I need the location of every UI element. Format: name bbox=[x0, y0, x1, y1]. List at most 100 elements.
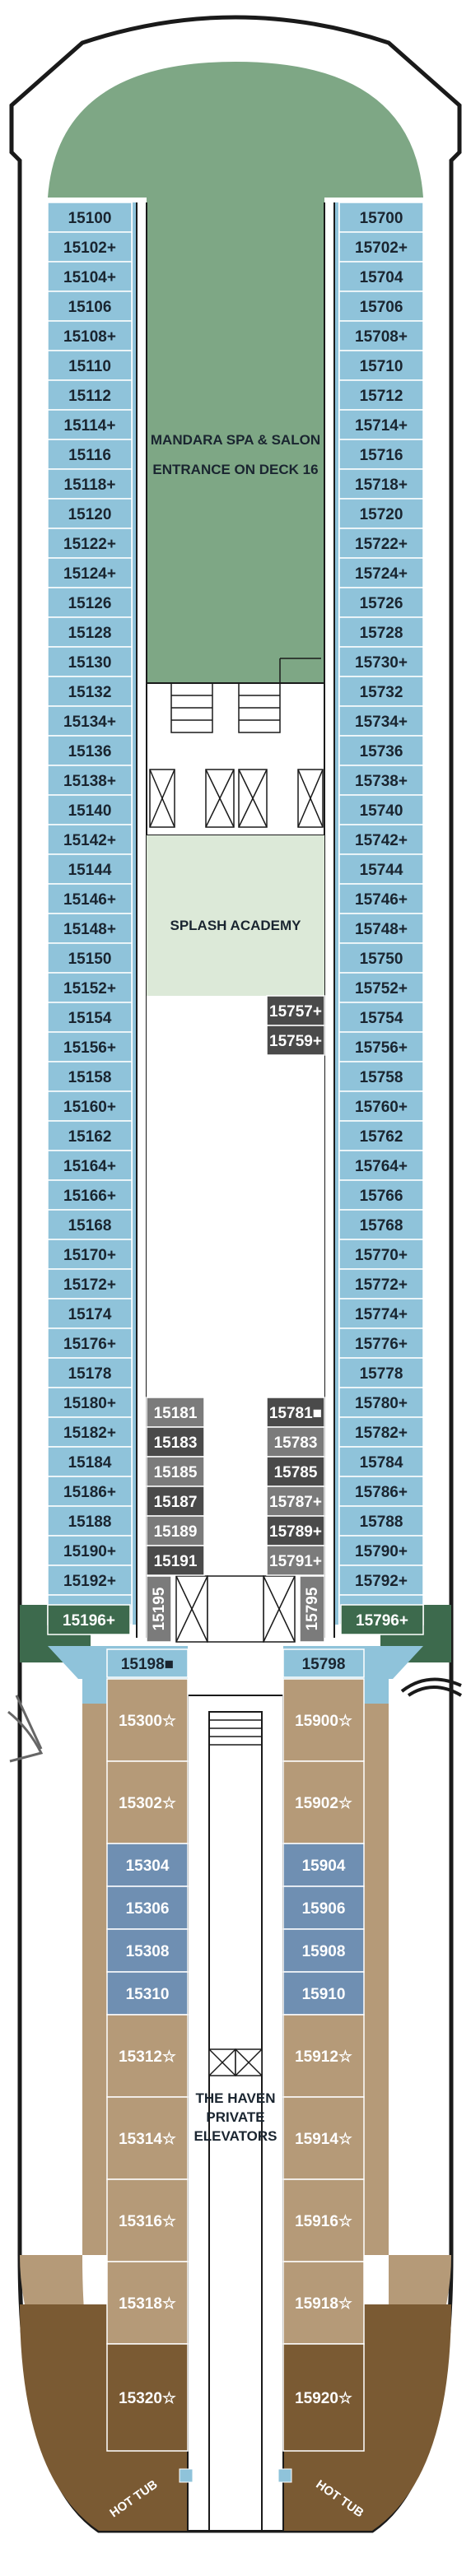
inner-cabin-left[interactable]: 15189 bbox=[146, 1515, 205, 1546]
haven-cabin-right[interactable]: 15904 bbox=[282, 1843, 365, 1887]
haven-cabin-left[interactable]: 15318☆ bbox=[106, 2261, 189, 2345]
starboard-cabin[interactable]: 15760+ bbox=[338, 1090, 424, 1122]
port-cabin[interactable]: 15104+ bbox=[47, 261, 133, 292]
starboard-cabin[interactable]: 15786+ bbox=[338, 1476, 424, 1507]
port-cabin[interactable]: 15100 bbox=[47, 202, 133, 233]
port-cabin[interactable]: 15144 bbox=[47, 853, 133, 885]
starboard-cabin[interactable]: 15712 bbox=[338, 379, 424, 411]
port-cabin[interactable]: 15116 bbox=[47, 439, 133, 470]
port-cabin[interactable]: 15112 bbox=[47, 379, 133, 411]
port-cabin[interactable]: 15114+ bbox=[47, 409, 133, 440]
port-cabin[interactable]: 15166+ bbox=[47, 1179, 133, 1211]
port-cabin[interactable]: 15182+ bbox=[47, 1416, 133, 1448]
haven-cabin-right[interactable]: 15912☆ bbox=[282, 2014, 365, 2098]
starboard-cabin[interactable]: 15770+ bbox=[338, 1239, 424, 1270]
corner-cabin-left[interactable]: 15196+ bbox=[47, 1604, 131, 1635]
inner-cabin-top-right[interactable]: 15757+ bbox=[266, 995, 325, 1026]
starboard-cabin[interactable]: 15776+ bbox=[338, 1328, 424, 1359]
inner-cabin-right[interactable]: 15785 bbox=[266, 1456, 325, 1487]
port-cabin[interactable]: 15128 bbox=[47, 616, 133, 648]
aft-cabin-top-left[interactable]: 15198■ bbox=[106, 1648, 189, 1678]
port-cabin[interactable]: 15178 bbox=[47, 1357, 133, 1388]
haven-cabin-right[interactable]: 15918☆ bbox=[282, 2261, 365, 2345]
port-cabin[interactable]: 15132 bbox=[47, 676, 133, 707]
inner-cabin-right[interactable]: 15789+ bbox=[266, 1515, 325, 1546]
haven-cabin-right[interactable]: 15916☆ bbox=[282, 2178, 365, 2262]
starboard-cabin[interactable]: 15730+ bbox=[338, 646, 424, 677]
port-cabin[interactable]: 15160+ bbox=[47, 1090, 133, 1122]
starboard-cabin[interactable]: 15754 bbox=[338, 1002, 424, 1033]
haven-cabin-right[interactable]: 15908 bbox=[282, 1928, 365, 1973]
starboard-cabin[interactable]: 15750 bbox=[338, 942, 424, 974]
starboard-cabin[interactable]: 15746+ bbox=[338, 883, 424, 914]
starboard-cabin[interactable]: 15718+ bbox=[338, 468, 424, 500]
haven-cabin-left[interactable]: 15310 bbox=[106, 1971, 189, 2016]
haven-cabin-right[interactable]: 15902☆ bbox=[282, 1760, 365, 1844]
haven-cabin-left[interactable]: 15308 bbox=[106, 1928, 189, 1973]
starboard-cabin[interactable]: 15764+ bbox=[338, 1150, 424, 1181]
haven-cabin-left[interactable]: 15314☆ bbox=[106, 2096, 189, 2180]
port-cabin[interactable]: 15190+ bbox=[47, 1535, 133, 1566]
starboard-cabin[interactable]: 15728 bbox=[338, 616, 424, 648]
port-cabin[interactable]: 15122+ bbox=[47, 528, 133, 559]
starboard-cabin[interactable]: 15716 bbox=[338, 439, 424, 470]
port-cabin[interactable]: 15124+ bbox=[47, 557, 133, 588]
starboard-cabin[interactable]: 15736 bbox=[338, 735, 424, 766]
port-cabin[interactable]: 15126 bbox=[47, 587, 133, 618]
starboard-cabin[interactable]: 15762 bbox=[338, 1120, 424, 1151]
port-cabin[interactable]: 15106 bbox=[47, 291, 133, 322]
haven-cabin-left[interactable]: 15300☆ bbox=[106, 1678, 189, 1762]
port-cabin[interactable]: 15158 bbox=[47, 1061, 133, 1092]
haven-cabin-left[interactable]: 15312☆ bbox=[106, 2014, 189, 2098]
port-cabin[interactable]: 15108+ bbox=[47, 320, 133, 351]
port-cabin[interactable]: 15156+ bbox=[47, 1031, 133, 1062]
starboard-cabin[interactable]: 15782+ bbox=[338, 1416, 424, 1448]
starboard-cabin[interactable]: 15734+ bbox=[338, 705, 424, 737]
starboard-cabin[interactable]: 15756+ bbox=[338, 1031, 424, 1062]
starboard-cabin[interactable]: 15700 bbox=[338, 202, 424, 233]
port-cabin[interactable]: 15110 bbox=[47, 350, 133, 381]
starboard-cabin[interactable]: 15732 bbox=[338, 676, 424, 707]
port-cabin[interactable]: 15168 bbox=[47, 1209, 133, 1240]
starboard-cabin[interactable]: 15784 bbox=[338, 1446, 424, 1477]
inner-cabin-right[interactable]: 15787+ bbox=[266, 1486, 325, 1517]
starboard-cabin[interactable]: 15774+ bbox=[338, 1298, 424, 1329]
starboard-cabin[interactable]: 15720 bbox=[338, 498, 424, 529]
inner-cabin-left[interactable]: 15187 bbox=[146, 1486, 205, 1517]
inner-cabin-left[interactable]: 15181 bbox=[146, 1397, 205, 1428]
haven-cabin-left[interactable]: 15302☆ bbox=[106, 1760, 189, 1844]
starboard-cabin[interactable]: 15768 bbox=[338, 1209, 424, 1240]
aft-cabin-top-right[interactable]: 15798 bbox=[282, 1648, 365, 1678]
haven-cabin-left[interactable]: 15316☆ bbox=[106, 2178, 189, 2262]
port-cabin[interactable]: 15102+ bbox=[47, 231, 133, 263]
starboard-cabin[interactable]: 15726 bbox=[338, 587, 424, 618]
port-cabin[interactable]: 15120 bbox=[47, 498, 133, 529]
starboard-cabin[interactable]: 15778 bbox=[338, 1357, 424, 1388]
haven-cabin-right[interactable]: 15910 bbox=[282, 1971, 365, 2016]
port-cabin[interactable]: 15172+ bbox=[47, 1268, 133, 1300]
port-cabin[interactable]: 15152+ bbox=[47, 972, 133, 1003]
inner-cabin-top-right[interactable]: 15759+ bbox=[266, 1025, 325, 1056]
starboard-cabin[interactable]: 15708+ bbox=[338, 320, 424, 351]
starboard-cabin[interactable]: 15772+ bbox=[338, 1268, 424, 1300]
starboard-cabin[interactable]: 15722+ bbox=[338, 528, 424, 559]
port-cabin[interactable]: 15134+ bbox=[47, 705, 133, 737]
inner-cabin-left[interactable]: 15191 bbox=[146, 1545, 205, 1576]
port-cabin[interactable]: 15184 bbox=[47, 1446, 133, 1477]
port-cabin[interactable]: 15188 bbox=[47, 1505, 133, 1537]
port-cabin[interactable]: 15170+ bbox=[47, 1239, 133, 1270]
starboard-cabin[interactable]: 15710 bbox=[338, 350, 424, 381]
port-cabin[interactable]: 15138+ bbox=[47, 765, 133, 796]
starboard-cabin[interactable]: 15702+ bbox=[338, 231, 424, 263]
starboard-cabin[interactable]: 15704 bbox=[338, 261, 424, 292]
port-cabin[interactable]: 15142+ bbox=[47, 824, 133, 855]
starboard-cabin[interactable]: 15766 bbox=[338, 1179, 424, 1211]
starboard-cabin[interactable]: 15738+ bbox=[338, 765, 424, 796]
port-cabin[interactable]: 15140 bbox=[47, 794, 133, 825]
starboard-cabin[interactable]: 15758 bbox=[338, 1061, 424, 1092]
starboard-cabin[interactable]: 15742+ bbox=[338, 824, 424, 855]
port-cabin[interactable]: 15164+ bbox=[47, 1150, 133, 1181]
port-cabin[interactable]: 15136 bbox=[47, 735, 133, 766]
inner-cabin-vertical-right[interactable]: 15795 bbox=[299, 1575, 325, 1643]
starboard-cabin[interactable]: 15792+ bbox=[338, 1565, 424, 1596]
